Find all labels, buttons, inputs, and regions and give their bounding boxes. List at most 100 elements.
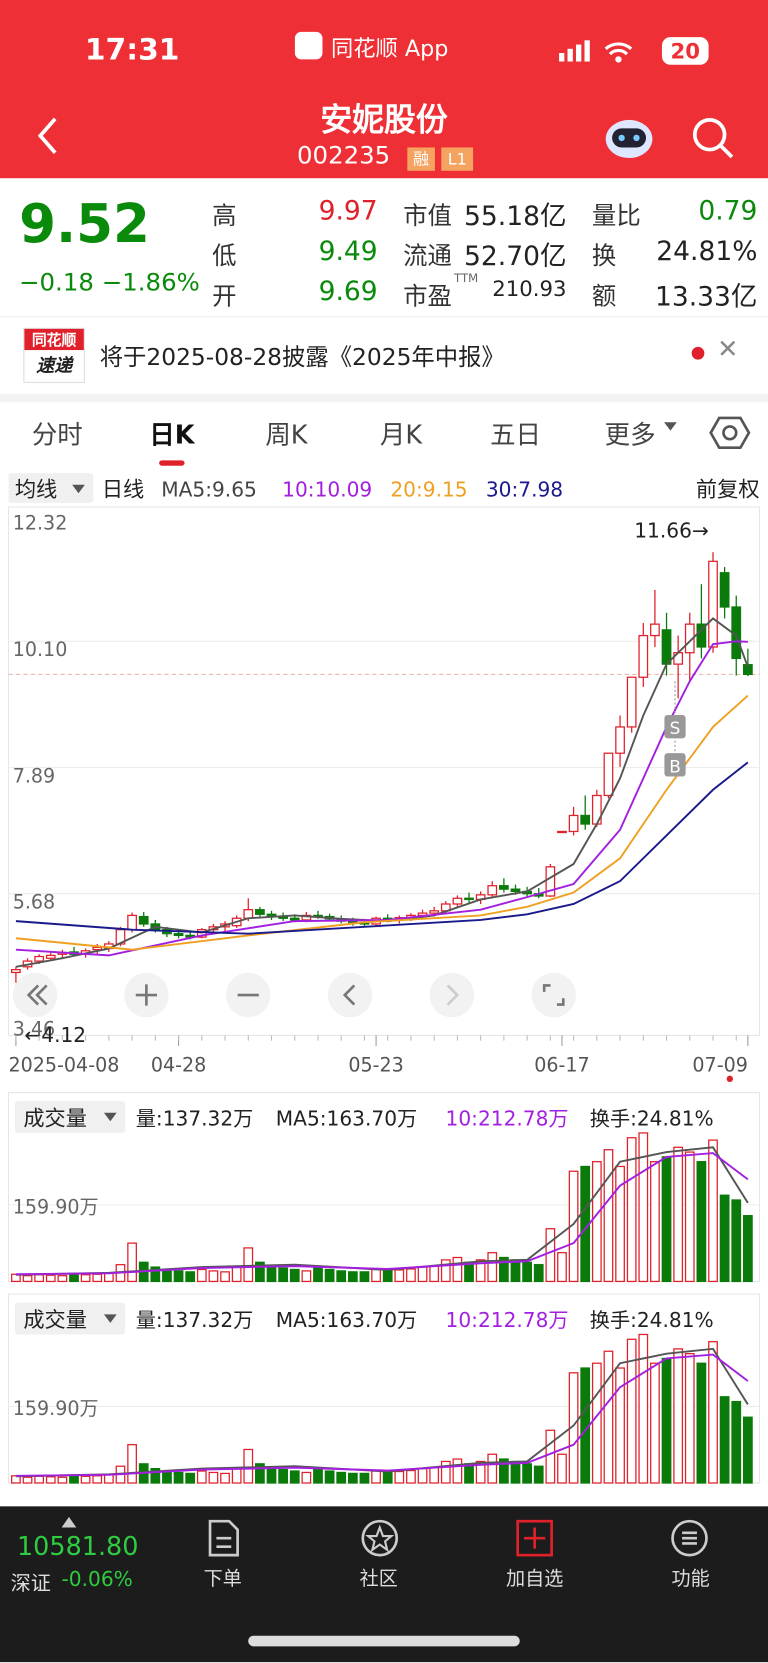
volume-stat: 换手:24.81%	[590, 1308, 714, 1332]
volume-bar	[150, 1266, 161, 1283]
volume-bar	[626, 1137, 637, 1283]
volume-bar	[475, 1259, 486, 1283]
volume-bar	[69, 1273, 79, 1283]
stock-code: 002235	[297, 142, 391, 170]
volume-bar	[173, 1471, 184, 1484]
badge-bottom: 速递	[36, 355, 73, 377]
y-tick-label: 159.90万	[13, 1397, 99, 1420]
adjust: 前复权	[696, 477, 760, 502]
volume-bar	[533, 1465, 544, 1484]
nav-label[interactable]: 社区	[359, 1567, 398, 1591]
index-change: -0.06%	[61, 1567, 133, 1592]
stat-value: 9.69	[318, 275, 378, 307]
candle-body	[289, 917, 300, 921]
bottom-bar: 10581.80 深证 -0.06% 下单 社区 加自选 功能	[0, 1506, 768, 1663]
stat-value: 55.18亿	[464, 200, 567, 232]
control-zoom-in[interactable]	[124, 972, 169, 1018]
candle-body	[138, 915, 149, 925]
volume-bar	[533, 1264, 544, 1283]
tag: 融	[407, 147, 435, 171]
nav-label[interactable]: 功能	[671, 1567, 710, 1591]
volume-bar	[510, 1259, 521, 1283]
volume-bar	[127, 1444, 137, 1484]
stat-label: 开	[212, 283, 237, 311]
volume-bar	[289, 1268, 300, 1283]
volume-bar	[545, 1228, 556, 1283]
volume-bar	[34, 1475, 45, 1484]
stat-value: 9.97	[318, 195, 378, 226]
volume-title: 成交量	[23, 1308, 87, 1333]
volume-bar	[557, 1453, 567, 1484]
ma-label: 10:10.09	[282, 477, 372, 501]
back-button[interactable]	[32, 115, 64, 157]
tab[interactable]: 更多	[604, 420, 656, 450]
volume-bar	[464, 1463, 474, 1484]
volume-bar	[394, 1269, 405, 1283]
stat-value: 9.49	[318, 235, 378, 267]
settings-button[interactable]	[709, 414, 751, 452]
candle-body	[580, 814, 591, 825]
period: 日线	[102, 477, 144, 502]
volume-bar	[336, 1471, 347, 1484]
volume-bar	[150, 1467, 161, 1484]
control-fullscreen[interactable]	[531, 972, 577, 1018]
notice-bar[interactable]: 同花顺 速递 将于2025-08-28披露《2025年中报》 ✕	[0, 316, 768, 403]
badge-top: 同花顺	[24, 328, 84, 351]
volume-bar	[220, 1271, 230, 1283]
search-button[interactable]	[690, 115, 737, 162]
volume-bar	[301, 1270, 312, 1283]
y-tick-label: 10.10	[13, 638, 68, 661]
stock-name: 安妮股份	[320, 101, 448, 139]
volume-bar	[406, 1268, 416, 1283]
nav-label[interactable]: 下单	[203, 1567, 242, 1591]
candle-body	[626, 676, 637, 728]
status-app: 同花顺 App	[330, 36, 449, 62]
control-zoom-out[interactable]	[225, 972, 271, 1018]
control-prev[interactable]	[327, 972, 373, 1018]
nav-icon	[208, 1519, 239, 1557]
volume-ma-line	[15, 1146, 749, 1276]
control-shrink[interactable]	[12, 972, 58, 1018]
nav-icon	[361, 1519, 399, 1557]
robot-icon[interactable]	[603, 112, 656, 161]
close-button[interactable]: ✕	[717, 334, 739, 364]
volume-bar	[696, 1161, 707, 1283]
app-icon	[294, 31, 323, 60]
control-next[interactable]	[429, 972, 475, 1018]
dropdown-caret	[664, 422, 677, 431]
index-arrow	[61, 1516, 77, 1528]
volume-bar	[278, 1468, 289, 1484]
index-name: 深证	[10, 1572, 51, 1596]
stat-label: 低	[212, 242, 237, 271]
chart-controls	[0, 971, 768, 1020]
candle-body	[638, 634, 649, 678]
x-tick-label: 06-17	[534, 1053, 589, 1076]
volume-stat: MA5:163.70万	[276, 1107, 417, 1131]
tab[interactable]: 分时	[31, 420, 83, 450]
stat-value: 52.70亿	[464, 240, 567, 272]
volume-bar	[626, 1338, 637, 1484]
candle-body	[499, 885, 509, 890]
tab[interactable]: 周K	[265, 420, 308, 450]
volume-bar	[313, 1266, 323, 1283]
nav-label[interactable]: 加自选	[506, 1567, 564, 1591]
tab[interactable]: 日K	[149, 420, 195, 450]
volume-bar	[34, 1274, 45, 1283]
tab[interactable]: 五日	[490, 420, 542, 450]
volume-bar	[557, 1252, 567, 1283]
volume-bar	[708, 1341, 718, 1484]
tab[interactable]: 月K	[379, 420, 423, 450]
x-tick-label: 07-09	[692, 1053, 747, 1076]
candle-body	[615, 726, 625, 754]
index-value: 10581.80	[16, 1531, 139, 1562]
high-label: 11.66→	[634, 518, 709, 542]
volume-bar	[92, 1273, 103, 1283]
volume-bar	[499, 1256, 509, 1283]
volume-bar	[522, 1463, 532, 1484]
tag: L1	[441, 147, 474, 171]
volume-stat: 量:137.32万	[136, 1308, 254, 1332]
ma-line	[15, 617, 749, 968]
selector-box	[14, 1101, 126, 1133]
volume-bar	[371, 1268, 381, 1283]
volume-bar	[45, 1476, 56, 1484]
